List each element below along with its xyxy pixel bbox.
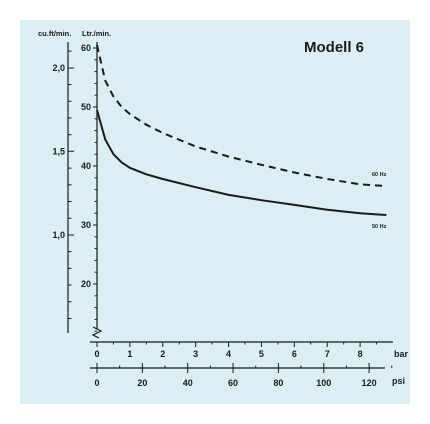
psi-axis-tick-label: 60 xyxy=(228,378,238,388)
series-line-60-hz xyxy=(96,44,387,188)
left-axis-tick-label: 1,0 xyxy=(52,230,65,240)
bar-axis-tick-label: 6 xyxy=(292,349,297,359)
right-axis-label: Ltr./min. xyxy=(82,29,111,38)
right-axis-tick-label: 40 xyxy=(81,161,91,171)
bar-axis-tick-label: 5 xyxy=(259,349,264,359)
psi-axis-tick-label: 40 xyxy=(183,378,193,388)
psi-axis-tick-label: 80 xyxy=(273,378,283,388)
left-axis-tick-label: 2,0 xyxy=(52,63,65,73)
right-axis-tick-label: 20 xyxy=(81,279,91,289)
psi-axis-tick-label: 0 xyxy=(94,378,99,388)
left-axis-label: cu.ft/min. xyxy=(38,29,71,38)
axis-break-symbol xyxy=(91,326,103,339)
legend-label-60hz: 60 Hz xyxy=(372,172,387,178)
psi-axis-tick-label: 120 xyxy=(362,378,377,388)
bar-axis-tick-label: 0 xyxy=(94,349,99,359)
right-axis-tick-label: 30 xyxy=(81,220,91,230)
chart-title: Modell 6 xyxy=(304,39,364,56)
bar-axis-tick-label: 3 xyxy=(193,349,198,359)
left-axis-tick-label: 1,5 xyxy=(52,146,65,156)
psi-unit-label: psi xyxy=(392,376,405,386)
bar-axis-tick-label: 2 xyxy=(160,349,165,359)
bar-axis-tick-label: 8 xyxy=(358,349,363,359)
right-axis-tick-label: 50 xyxy=(81,102,91,112)
bar-axis-tick-label: 7 xyxy=(325,349,330,359)
bar-unit-label: bar xyxy=(394,349,409,359)
series-line-50-hz xyxy=(96,109,387,216)
right-axis-tick-label: 60 xyxy=(81,43,91,53)
bar-axis-tick-label: 4 xyxy=(226,349,231,359)
psi-axis-tick-label: 20 xyxy=(137,378,147,388)
psi-axis-tick-label: 100 xyxy=(316,378,331,388)
bar-axis-tick-label: 1 xyxy=(127,349,132,359)
legend-label-50hz: 50 Hz xyxy=(372,224,387,230)
